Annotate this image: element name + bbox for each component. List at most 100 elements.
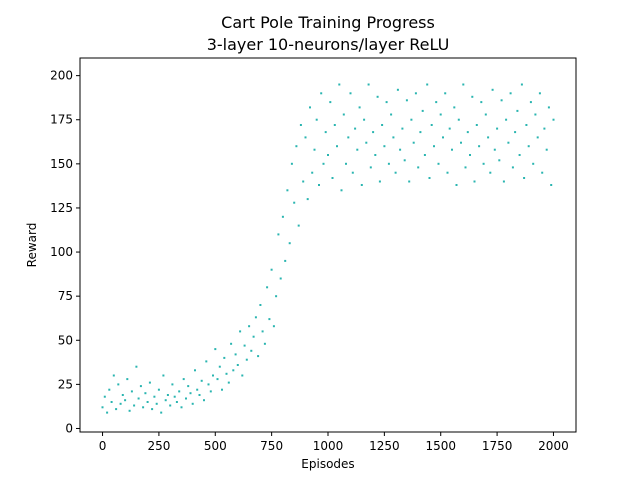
data-point [329, 101, 332, 104]
data-point [351, 171, 354, 174]
data-point [381, 124, 384, 126]
data-point [455, 184, 458, 186]
data-point [392, 136, 395, 139]
y-tick-label: 75 [58, 289, 73, 303]
data-point [198, 394, 201, 396]
data-point [491, 88, 494, 91]
data-point [299, 124, 302, 126]
data-point [482, 162, 485, 165]
data-point [142, 406, 145, 409]
data-point [405, 99, 408, 102]
data-point [360, 184, 363, 186]
data-point [119, 402, 122, 405]
data-point [169, 404, 172, 407]
y-tick-label: 200 [50, 69, 73, 83]
data-point [241, 374, 244, 377]
data-point [313, 148, 316, 151]
data-point [387, 162, 390, 165]
data-point [448, 127, 451, 130]
data-point [110, 401, 113, 403]
data-point [281, 215, 284, 218]
data-point [207, 383, 210, 386]
data-point [498, 159, 501, 162]
data-point [493, 148, 496, 151]
data-point [469, 154, 471, 156]
data-point [347, 136, 350, 139]
data-point [514, 131, 517, 134]
data-point [437, 162, 440, 165]
data-point [128, 409, 131, 412]
data-point [446, 171, 449, 174]
data-point [426, 83, 429, 86]
data-point [509, 92, 512, 95]
x-tick-label: 1500 [425, 439, 456, 453]
x-tick-label: 1000 [313, 439, 344, 453]
data-point [212, 374, 214, 377]
data-point [338, 83, 341, 86]
data-point [453, 106, 456, 109]
data-point [534, 113, 537, 116]
data-point [433, 145, 435, 148]
chart-title: Cart Pole Training Progress [221, 13, 435, 32]
data-point [369, 166, 372, 169]
y-tick-label: 100 [50, 245, 73, 259]
data-point [394, 171, 397, 174]
data-point [320, 92, 323, 95]
data-point [396, 88, 399, 91]
data-point [236, 364, 239, 366]
data-point [363, 118, 366, 121]
data-point [164, 399, 167, 402]
data-point [480, 101, 483, 104]
data-point [223, 356, 226, 359]
data-point [550, 184, 553, 186]
data-point [333, 124, 336, 126]
data-point [268, 318, 271, 321]
data-point [532, 162, 535, 165]
data-point [376, 95, 379, 98]
data-point [272, 325, 275, 328]
y-tick-label: 50 [58, 333, 73, 347]
data-point [214, 348, 217, 351]
data-point [245, 358, 248, 361]
data-point [112, 374, 115, 377]
data-point [525, 124, 528, 126]
data-point [160, 411, 163, 414]
data-point [460, 141, 462, 144]
data-point [541, 171, 544, 174]
y-tick-label: 125 [50, 201, 73, 215]
data-point [505, 118, 508, 121]
data-point [133, 404, 136, 407]
y-tick-label: 0 [65, 421, 73, 435]
data-point [196, 388, 199, 391]
data-point [421, 109, 424, 112]
data-point [166, 394, 169, 396]
data-point [290, 162, 293, 165]
data-point [146, 401, 149, 403]
data-point [144, 392, 147, 395]
data-point [182, 378, 185, 381]
data-point [419, 131, 422, 134]
data-point [518, 154, 521, 156]
data-point [374, 154, 377, 156]
data-point [538, 92, 541, 95]
data-point [520, 83, 523, 86]
data-point [297, 224, 300, 227]
data-point [225, 372, 228, 375]
data-point [487, 136, 490, 139]
data-point [266, 286, 269, 289]
data-point [137, 397, 140, 400]
data-point [430, 124, 433, 126]
data-point [318, 184, 320, 186]
data-point [365, 141, 368, 144]
data-point [354, 127, 357, 130]
data-point [275, 295, 278, 298]
data-point [115, 408, 118, 411]
data-point [171, 383, 174, 386]
y-tick-label: 175 [50, 113, 73, 127]
y-tick-label: 25 [58, 377, 73, 391]
data-point [216, 378, 219, 381]
y-tick-label: 150 [50, 157, 73, 171]
data-point [345, 162, 347, 165]
data-point [178, 390, 181, 393]
data-point [423, 154, 426, 156]
